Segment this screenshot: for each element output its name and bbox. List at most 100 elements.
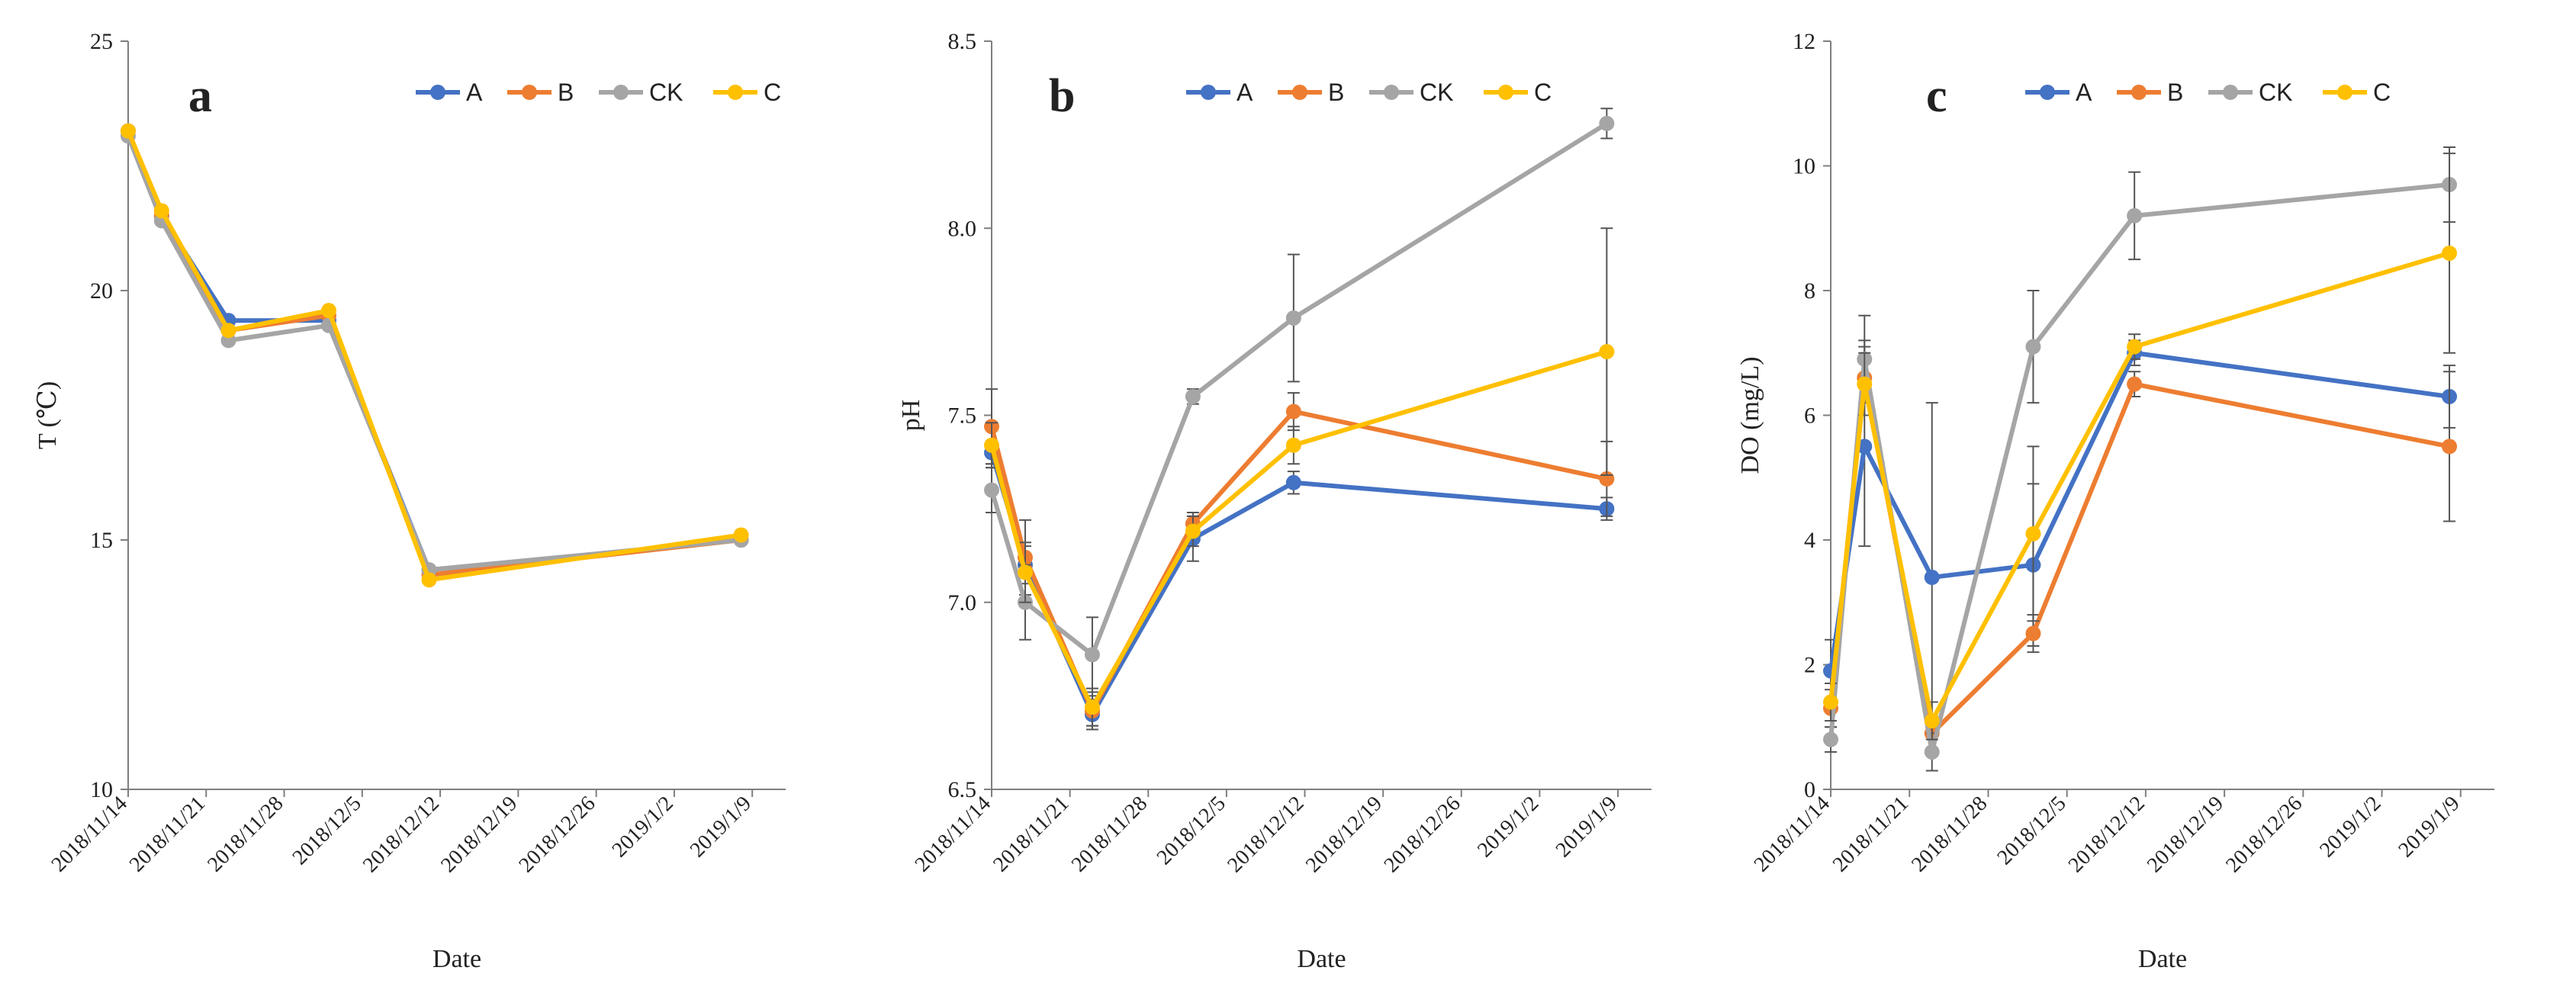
legend-swatch-marker <box>728 85 743 100</box>
legend-swatch-marker <box>2131 85 2147 100</box>
y-tick-label: 10 <box>90 777 113 802</box>
y-tick-label: 6 <box>1804 403 1815 429</box>
data-point <box>1599 344 1615 360</box>
legend-swatch-marker <box>522 85 537 100</box>
legend-label: B <box>1328 79 1344 106</box>
legend-item-b: B <box>2117 79 2183 106</box>
series-line-c <box>989 349 1608 710</box>
series-line-a <box>1828 350 2450 672</box>
y-tick-label: 8.0 <box>948 216 977 241</box>
data-point <box>2025 339 2041 355</box>
y-tick-label: 10 <box>1793 154 1815 179</box>
legend-swatch-marker <box>2040 85 2055 100</box>
data-point <box>1924 713 1940 729</box>
legend-item-a: A <box>416 79 483 106</box>
y-tick-label: 0 <box>1804 777 1815 802</box>
data-point <box>1285 310 1301 326</box>
legend-label: B <box>558 79 574 106</box>
panel-letter: c <box>1926 70 1947 122</box>
legend-item-ck: CK <box>599 79 683 106</box>
y-tick-label: 7.5 <box>948 403 977 429</box>
data-point <box>320 303 336 319</box>
y-tick-label: 2 <box>1804 653 1815 678</box>
legend-swatch-marker <box>613 85 629 100</box>
legend-swatch-marker <box>2337 85 2352 100</box>
series-line-c <box>126 130 741 583</box>
data-point <box>1823 731 1838 747</box>
legend-item-b: B <box>1278 79 1344 106</box>
data-point <box>2442 439 2458 455</box>
legend: A B CK C <box>416 79 781 106</box>
legend-item-c: C <box>1484 79 1552 106</box>
data-point <box>733 527 749 543</box>
data-point <box>220 323 236 339</box>
legend-item-a: A <box>1186 79 1253 106</box>
series-c <box>984 227 1615 727</box>
y-axis-label: pH <box>897 400 925 432</box>
y-tick-label: 15 <box>90 528 113 553</box>
data-point <box>1285 474 1301 490</box>
data-point <box>2025 625 2041 641</box>
y-tick-label: 8.5 <box>948 29 977 54</box>
y-tick-label: 20 <box>90 278 113 304</box>
x-axis-label: Date <box>433 945 481 973</box>
legend-swatch-marker <box>1292 85 1307 100</box>
data-point <box>1285 437 1301 453</box>
data-point <box>2127 207 2143 223</box>
data-point <box>1924 570 1940 586</box>
legend-swatch-marker <box>1201 85 1216 100</box>
legend-item-a: A <box>2025 79 2092 106</box>
data-point <box>1857 439 1873 455</box>
data-point <box>1017 564 1033 580</box>
data-point <box>1084 699 1100 715</box>
legend-swatch-marker <box>430 85 445 100</box>
data-point <box>1924 744 1940 760</box>
data-point <box>984 482 999 498</box>
y-tick-label: 4 <box>1804 528 1815 553</box>
data-point <box>2127 339 2143 355</box>
data-point <box>421 572 437 588</box>
legend-swatch-marker <box>1498 85 1513 100</box>
series-c <box>1823 153 2458 741</box>
y-tick-label: 6.5 <box>948 777 977 802</box>
legend-swatch-marker <box>1384 85 1399 100</box>
series-line-c <box>1828 251 2450 724</box>
data-point <box>1285 403 1301 419</box>
panel-letter: b <box>1049 70 1075 122</box>
legend-label: A <box>2076 79 2092 106</box>
legend-item-ck: CK <box>2208 79 2292 106</box>
y-tick-label: 7.0 <box>948 590 977 615</box>
data-point <box>153 203 169 219</box>
y-tick-label: 25 <box>90 29 113 54</box>
data-point <box>2127 376 2143 392</box>
data-point <box>1084 647 1100 663</box>
data-point <box>984 437 999 453</box>
series-line-ck <box>989 121 1608 657</box>
legend-label: CK <box>649 79 683 106</box>
legend: A B CK C <box>1186 79 1552 106</box>
data-point <box>2442 245 2458 261</box>
y-tick-label: 12 <box>1793 29 1815 54</box>
legend-item-c: C <box>713 79 781 106</box>
data-point <box>1185 523 1201 539</box>
x-axis-label: Date <box>1297 945 1346 973</box>
legend-label: B <box>2167 79 2183 106</box>
legend: A B CK C <box>2025 79 2391 106</box>
data-point <box>1857 376 1873 392</box>
legend-label: CK <box>1420 79 1453 106</box>
data-point <box>2025 525 2041 541</box>
y-axis-label: DO (mg/L) <box>1736 357 1764 474</box>
data-point <box>1185 388 1201 404</box>
data-point <box>1823 694 1838 710</box>
series-ck <box>984 108 1615 693</box>
legend-item-ck: CK <box>1369 79 1453 106</box>
panel-letter: a <box>188 70 212 122</box>
series-c <box>121 123 749 588</box>
legend-label: A <box>466 79 483 106</box>
legend-swatch-marker <box>2223 85 2238 100</box>
data-point <box>121 123 136 139</box>
data-point <box>1599 115 1615 131</box>
legend-item-c: C <box>2323 79 2391 106</box>
